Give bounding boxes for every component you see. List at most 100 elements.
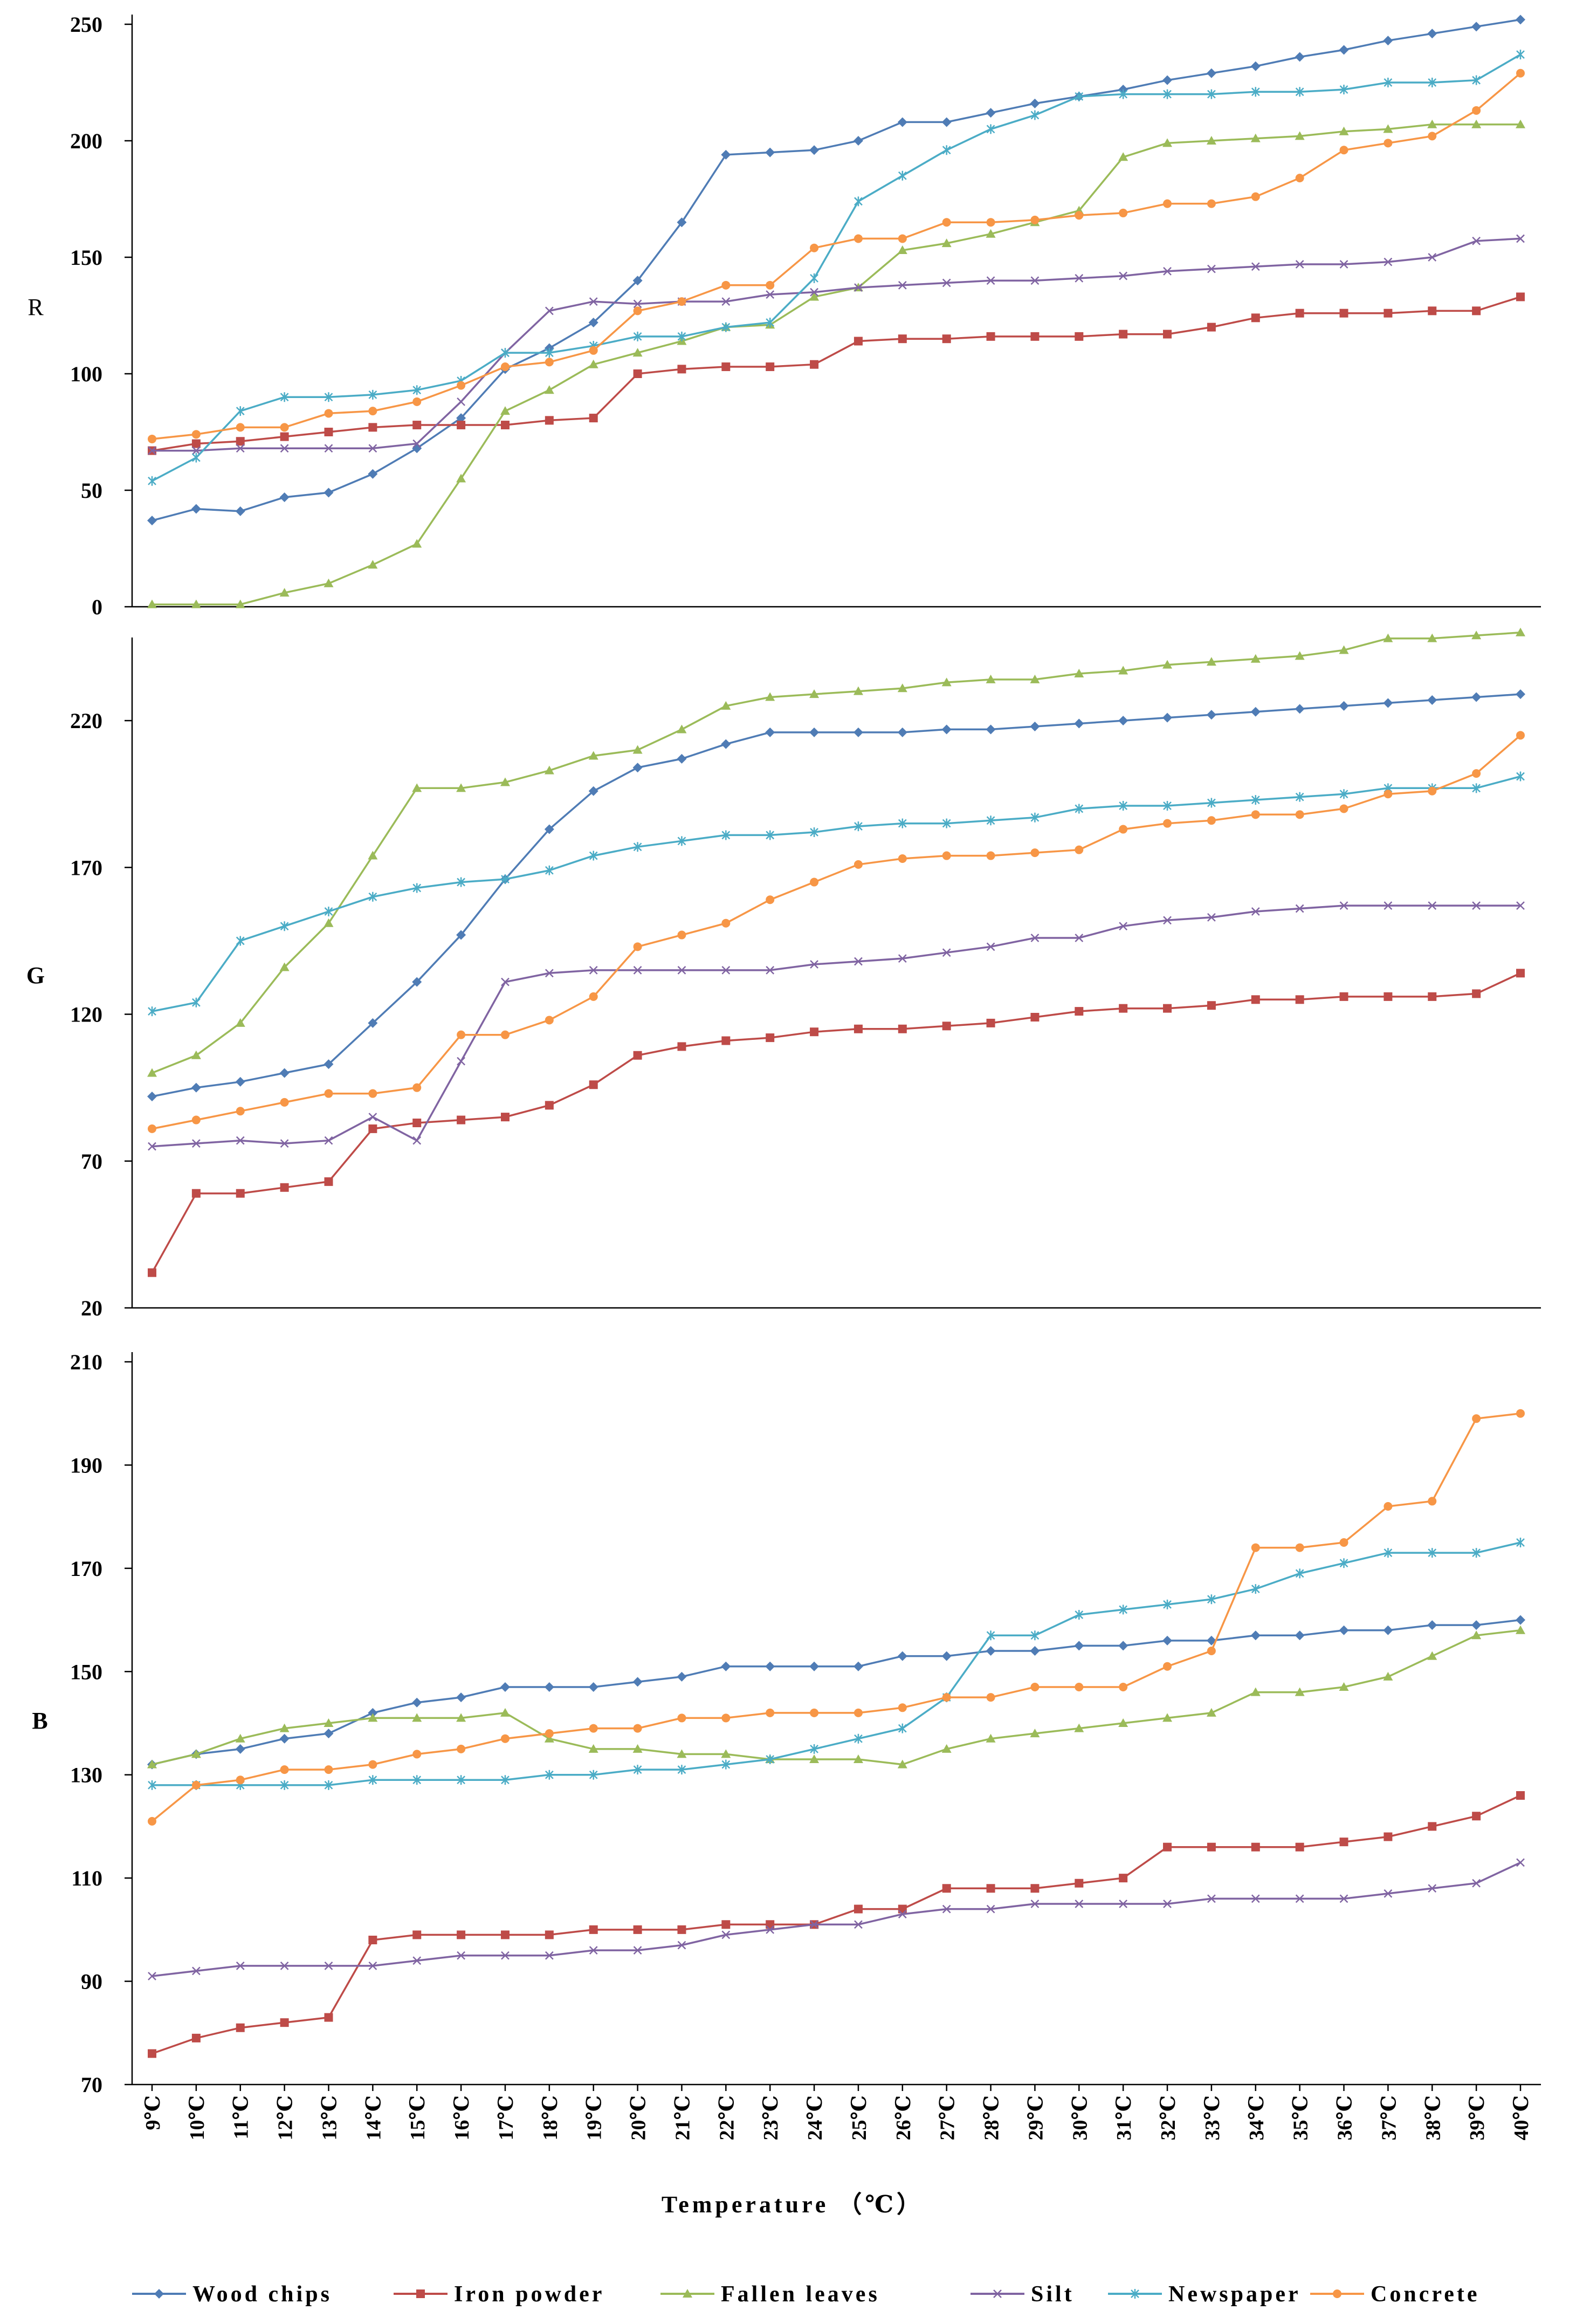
- y-axis-label: R: [27, 294, 44, 320]
- data-point-newspaper: [589, 1770, 598, 1780]
- data-point-concrete: [148, 1124, 156, 1133]
- data-point-concrete: [942, 851, 951, 860]
- data-point-newspaper: [1207, 89, 1216, 99]
- data-point-concrete: [1295, 810, 1304, 819]
- data-point-fallen-leaves: [1383, 633, 1393, 642]
- data-point-fallen-leaves: [809, 292, 820, 301]
- data-point-concrete: [1428, 132, 1437, 141]
- x-tick-label: 11℃: [230, 2095, 253, 2139]
- data-point-iron-powder: [942, 1022, 951, 1031]
- data-point-concrete: [500, 362, 510, 372]
- data-point-wood-chips: [677, 217, 687, 228]
- data-point-wood-chips: [1206, 710, 1216, 720]
- data-point-wood-chips: [456, 413, 466, 423]
- data-point-wood-chips: [1427, 695, 1437, 705]
- data-point-wood-chips: [1030, 98, 1040, 108]
- data-point-newspaper: [721, 322, 731, 332]
- series-newspaper: [148, 50, 1525, 486]
- y-tick-label: 170: [70, 1557, 102, 1581]
- data-point-fallen-leaves: [235, 599, 245, 608]
- data-point-wood-chips: [765, 1661, 775, 1671]
- data-point-silt: [236, 1961, 245, 1970]
- data-point-iron-powder: [545, 1101, 554, 1110]
- data-point-fallen-leaves: [456, 1713, 466, 1722]
- data-point-iron-powder: [721, 1036, 731, 1045]
- data-point-wood-chips: [588, 317, 598, 327]
- data-point-newspaper: [942, 145, 951, 155]
- data-point-silt: [1030, 1900, 1040, 1908]
- legend-label: Wood chips: [192, 2282, 332, 2307]
- data-point-concrete: [236, 1107, 245, 1116]
- data-point-silt: [1384, 257, 1393, 266]
- y-tick-label: 50: [81, 478, 102, 503]
- data-point-concrete: [148, 1816, 156, 1826]
- data-point-wood-chips: [1250, 707, 1261, 717]
- x-tick-label: 27℃: [937, 2095, 959, 2141]
- data-point-fallen-leaves: [191, 1050, 201, 1059]
- x-tick-label: 33℃: [1201, 2095, 1224, 2141]
- data-point-fallen-leaves: [632, 745, 643, 754]
- data-point-newspaper: [148, 476, 156, 486]
- data-point-fallen-leaves: [1427, 633, 1437, 642]
- data-point-silt: [1207, 1894, 1216, 1903]
- data-point-concrete: [545, 358, 554, 367]
- x-tick-label: 20℃: [628, 2095, 650, 2141]
- data-point-newspaper: [1163, 801, 1172, 811]
- data-point-iron-powder: [854, 337, 863, 346]
- data-point-newspaper: [677, 1765, 686, 1775]
- data-point-fallen-leaves: [191, 599, 201, 608]
- data-point-wood-chips: [1516, 15, 1525, 25]
- data-point-fallen-leaves: [721, 701, 731, 710]
- data-point-newspaper: [898, 170, 907, 181]
- data-point-fallen-leaves: [1162, 660, 1173, 669]
- data-point-concrete: [1163, 1662, 1172, 1671]
- data-point-newspaper: [986, 815, 995, 826]
- data-point-iron-powder: [1119, 1874, 1128, 1883]
- data-point-iron-powder: [368, 1936, 377, 1944]
- data-point-concrete: [324, 1765, 333, 1774]
- data-point-silt: [1075, 934, 1084, 942]
- data-point-newspaper: [1295, 792, 1304, 802]
- data-point-silt: [1163, 916, 1172, 925]
- data-point-silt: [1030, 276, 1040, 285]
- data-point-fallen-leaves: [147, 599, 157, 608]
- data-point-concrete: [677, 297, 686, 306]
- data-point-newspaper: [1472, 75, 1481, 85]
- data-point-concrete: [854, 1708, 863, 1717]
- data-point-iron-powder: [148, 2049, 156, 2058]
- data-point-newspaper: [412, 385, 422, 395]
- data-point-iron-powder: [1207, 323, 1216, 332]
- data-point-silt: [854, 283, 863, 292]
- data-point-newspaper: [633, 1765, 642, 1775]
- data-point-silt: [501, 977, 510, 986]
- data-point-iron-powder: [324, 428, 333, 436]
- data-point-fallen-leaves: [721, 1749, 731, 1758]
- data-point-iron-powder: [1295, 1842, 1304, 1852]
- data-point-newspaper: [236, 936, 245, 946]
- data-point-fallen-leaves: [1471, 630, 1482, 640]
- legend-marker-fallen-leaves: [683, 2289, 692, 2298]
- data-point-iron-powder: [810, 1027, 819, 1037]
- data-point-iron-powder: [1207, 1001, 1216, 1010]
- data-point-concrete: [368, 1760, 377, 1769]
- x-tick-label: 29℃: [1024, 2095, 1047, 2141]
- data-point-silt: [1516, 1858, 1525, 1867]
- x-axis: 9℃ 10℃ 11℃ 12℃ 13℃ 14℃ 15℃ 16℃ 17℃ 18℃ 19℃ 20℃ 21℃ 22…: [142, 2085, 1533, 2141]
- series-line-fallen-leaves: [152, 124, 1520, 606]
- data-point-fallen-leaves: [235, 1733, 245, 1743]
- data-point-silt: [1339, 1894, 1348, 1903]
- data-point-concrete: [1119, 825, 1128, 834]
- data-point-newspaper: [148, 1780, 156, 1790]
- data-point-wood-chips: [1162, 712, 1173, 723]
- data-point-wood-chips: [765, 727, 775, 737]
- data-point-newspaper: [810, 1744, 818, 1754]
- data-point-concrete: [1251, 810, 1260, 819]
- data-point-newspaper: [1516, 771, 1525, 781]
- series-line-newspaper: [152, 775, 1521, 1012]
- data-point-newspaper: [677, 836, 686, 846]
- series-wood-chips: [147, 1615, 1525, 1770]
- data-point-iron-powder: [677, 1925, 686, 1934]
- data-point-silt: [633, 966, 642, 975]
- data-point-newspaper: [942, 818, 951, 828]
